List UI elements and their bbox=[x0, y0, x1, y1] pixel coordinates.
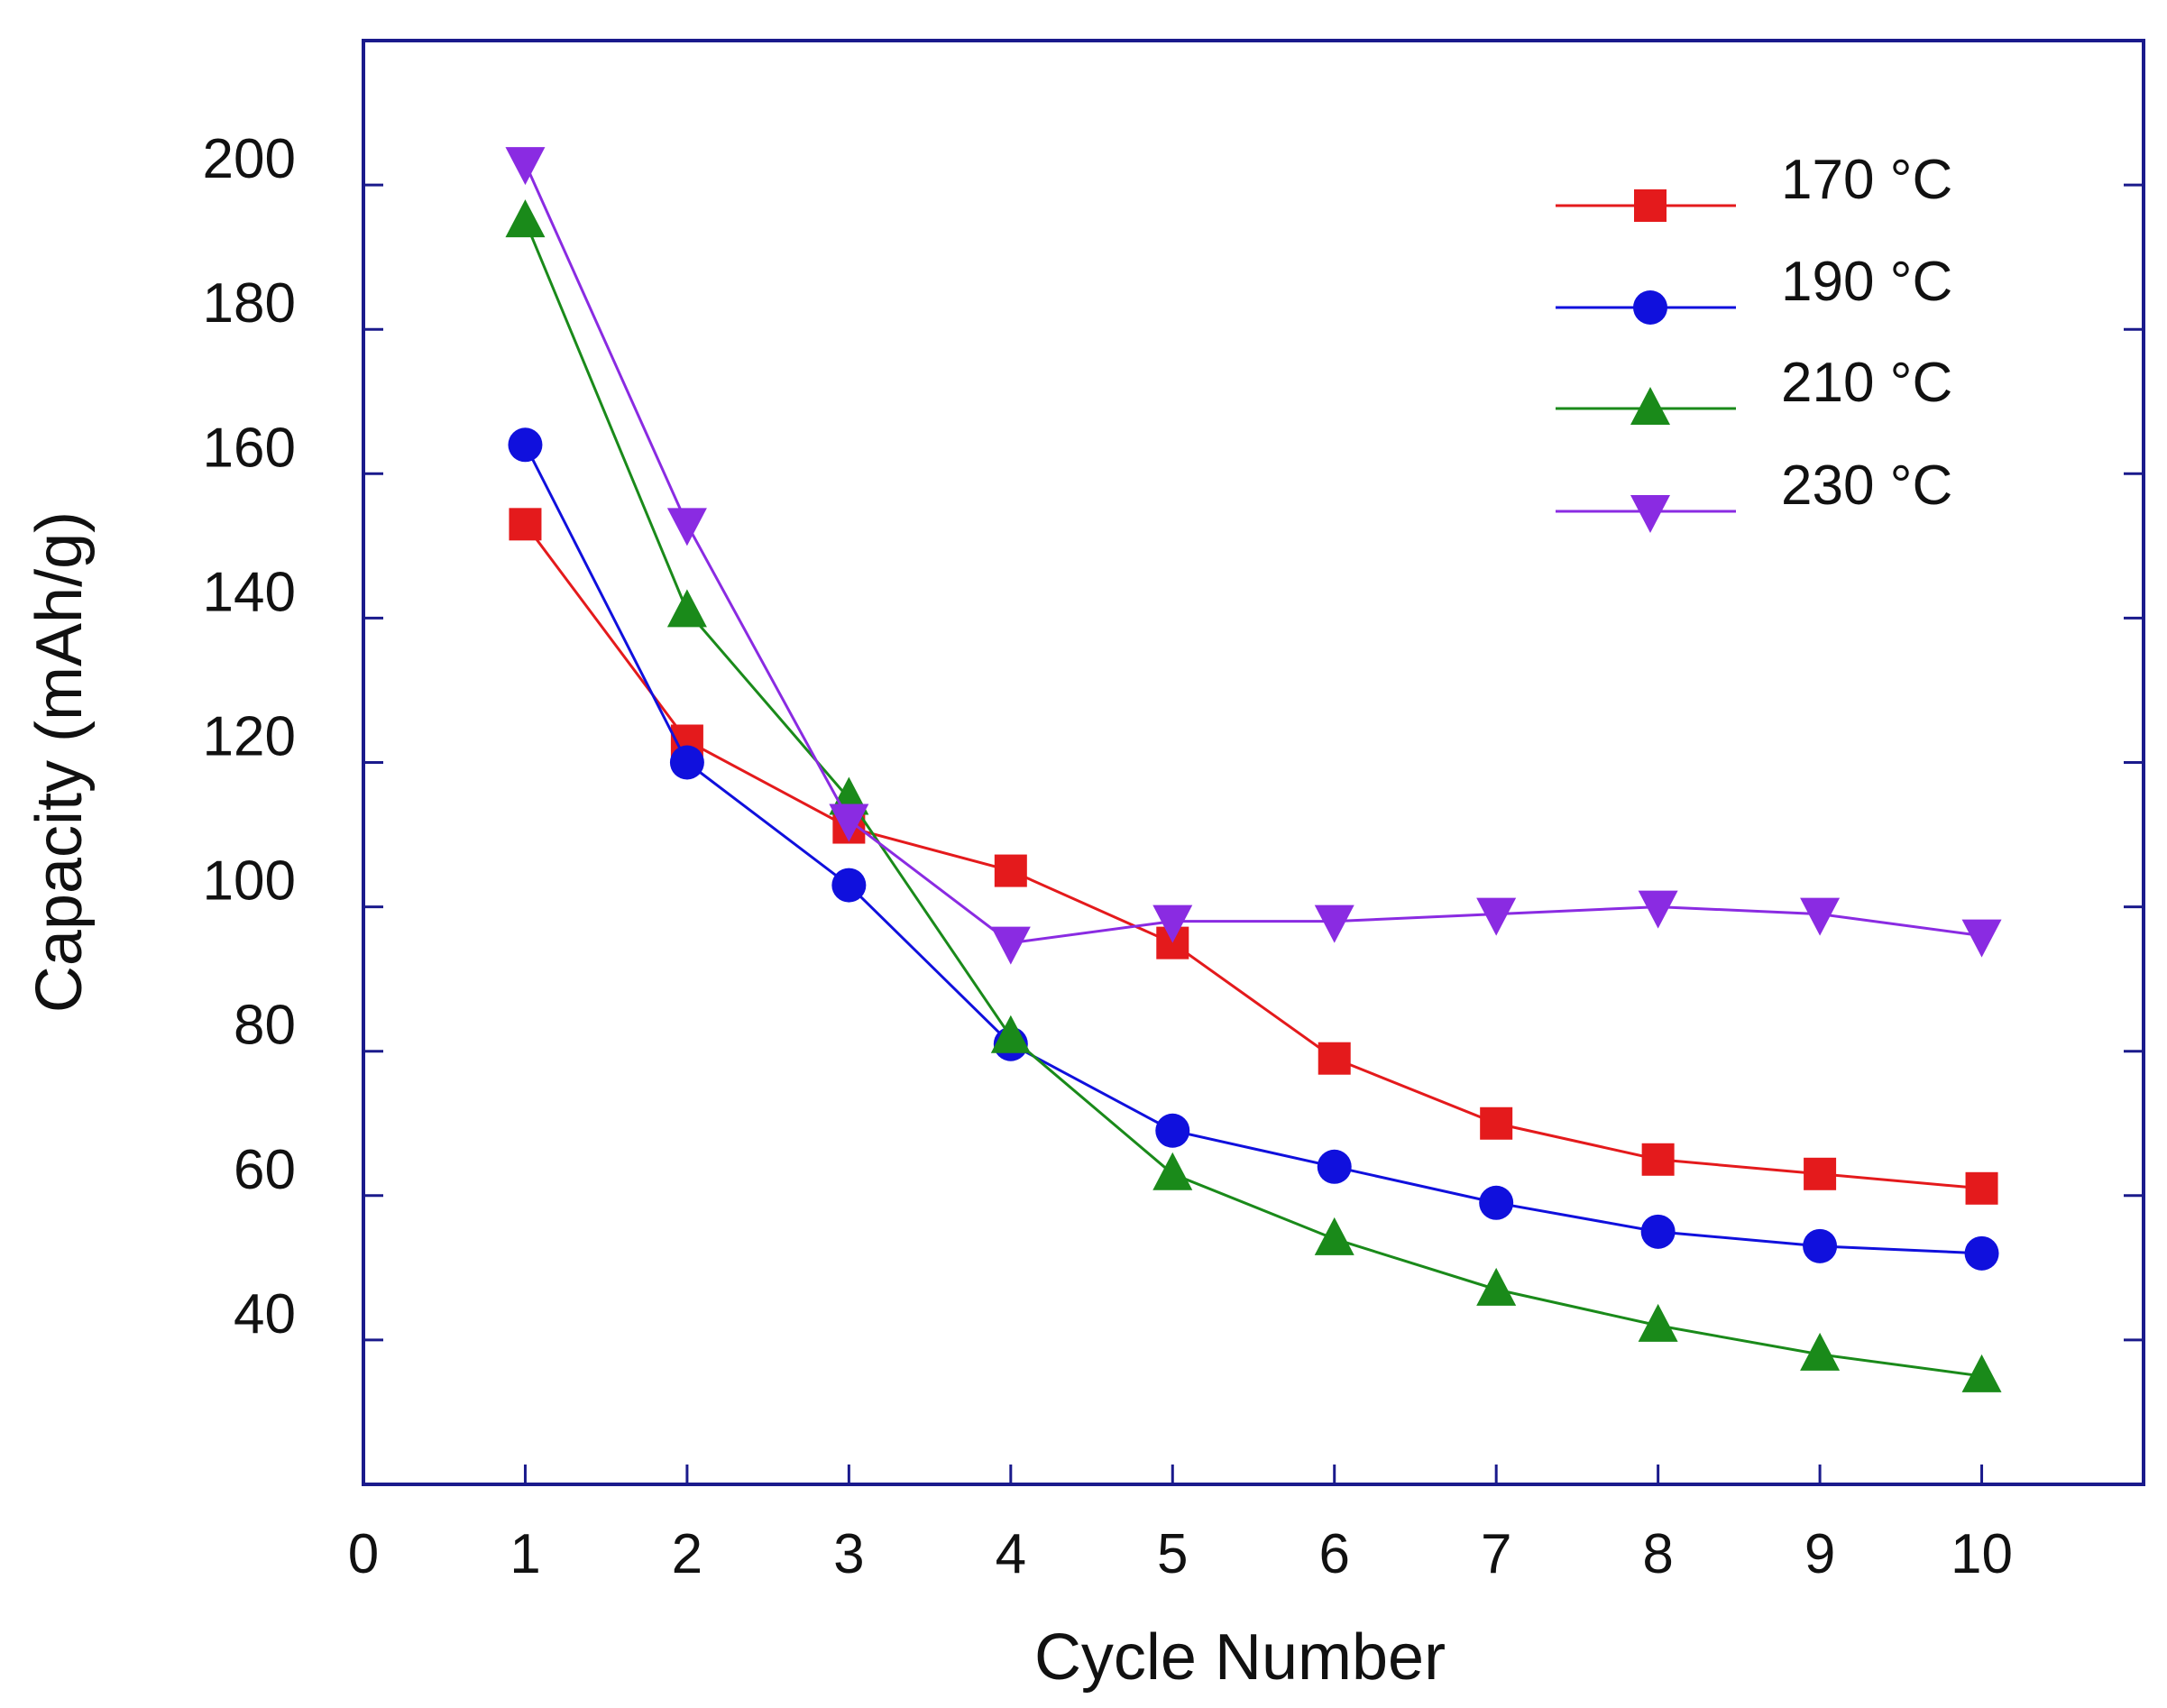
data-point bbox=[1961, 919, 2002, 958]
ticks-layer: 0 1 2 3 4 5 6 7 8 9 10 40 60 80 100 120 140 160 180 200 bbox=[203, 128, 2144, 1585]
data-point bbox=[1961, 1354, 2002, 1392]
x-tick-label: 10 bbox=[1951, 1523, 2013, 1585]
data-point bbox=[994, 854, 1027, 887]
data-point bbox=[1152, 905, 1193, 943]
x-axis-title: Cycle Number bbox=[1034, 1621, 1446, 1694]
legend-marker bbox=[1634, 189, 1667, 222]
x-tick-label: 6 bbox=[1318, 1523, 1349, 1585]
data-point bbox=[1155, 1113, 1190, 1148]
data-point bbox=[508, 427, 543, 463]
legend-item: 190 °C bbox=[1556, 251, 1952, 325]
y-tick-label: 180 bbox=[203, 272, 296, 335]
legend-marker bbox=[1630, 495, 1670, 533]
x-tick-label: 5 bbox=[1157, 1523, 1188, 1585]
data-point bbox=[1640, 1214, 1676, 1249]
series-line bbox=[524, 444, 1982, 1255]
legend: 170 °C 190 °C 210 °C 230 °C bbox=[1556, 149, 1952, 533]
series-line bbox=[524, 162, 1982, 945]
data-point bbox=[1803, 1228, 1838, 1263]
series-line bbox=[524, 523, 1982, 1190]
legend-item: 210 °C bbox=[1556, 352, 1952, 425]
data-point bbox=[1964, 1235, 1999, 1271]
data-point bbox=[669, 745, 704, 780]
data-point bbox=[829, 803, 869, 842]
legend-label: 190 °C bbox=[1781, 251, 1952, 313]
data-point bbox=[1476, 897, 1517, 936]
y-tick-label: 80 bbox=[234, 995, 296, 1057]
x-tick-label: 7 bbox=[1481, 1523, 1511, 1585]
x-tick-label: 3 bbox=[833, 1523, 864, 1585]
data-point bbox=[666, 508, 707, 546]
data-point bbox=[1314, 905, 1354, 943]
data-point bbox=[1152, 1152, 1193, 1190]
series-2 bbox=[505, 199, 2002, 1392]
data-point bbox=[1965, 1171, 1998, 1205]
data-point bbox=[1314, 1217, 1354, 1255]
series-line bbox=[524, 220, 1982, 1378]
legend-item: 170 °C bbox=[1556, 149, 1952, 222]
series-3 bbox=[505, 147, 2002, 965]
x-tick-label: 2 bbox=[672, 1523, 702, 1585]
legend-label: 210 °C bbox=[1781, 352, 1952, 414]
data-point bbox=[1638, 890, 1678, 929]
x-tick-label: 8 bbox=[1642, 1523, 1673, 1585]
x-tick-label: 0 bbox=[348, 1523, 379, 1585]
data-point bbox=[1800, 1332, 1841, 1371]
data-point bbox=[1480, 1107, 1513, 1140]
data-point bbox=[1318, 1042, 1351, 1075]
data-point bbox=[1804, 1157, 1837, 1190]
data-point bbox=[990, 1015, 1031, 1053]
data-point bbox=[1800, 897, 1841, 936]
data-point bbox=[505, 147, 546, 186]
y-tick-label: 40 bbox=[234, 1283, 296, 1345]
y-tick-label: 100 bbox=[203, 850, 296, 913]
plot-layer bbox=[505, 147, 2002, 1392]
data-point bbox=[505, 199, 546, 238]
data-point bbox=[1641, 1143, 1675, 1176]
legend-label: 230 °C bbox=[1781, 455, 1952, 517]
data-point bbox=[666, 589, 707, 628]
data-point bbox=[509, 508, 542, 541]
data-point bbox=[1476, 1267, 1517, 1306]
legend-item: 230 °C bbox=[1556, 455, 1952, 533]
legend-label: 170 °C bbox=[1781, 149, 1952, 211]
y-tick-label: 140 bbox=[203, 561, 296, 623]
y-tick-label: 120 bbox=[203, 706, 296, 768]
data-point bbox=[1479, 1185, 1514, 1220]
x-tick-label: 9 bbox=[1804, 1523, 1835, 1585]
data-point bbox=[831, 868, 867, 903]
y-tick-label: 60 bbox=[234, 1139, 296, 1201]
legend-marker bbox=[1633, 290, 1667, 325]
y-tick-label: 160 bbox=[203, 417, 296, 479]
data-point bbox=[1317, 1149, 1352, 1184]
y-axis-title: Capacity (mAh/g) bbox=[23, 511, 96, 1013]
data-point bbox=[1638, 1303, 1678, 1342]
legend-marker bbox=[1630, 387, 1670, 425]
x-tick-label: 1 bbox=[510, 1523, 540, 1585]
y-tick-label: 200 bbox=[203, 128, 296, 190]
x-tick-label: 4 bbox=[996, 1523, 1026, 1585]
data-point bbox=[990, 926, 1031, 965]
